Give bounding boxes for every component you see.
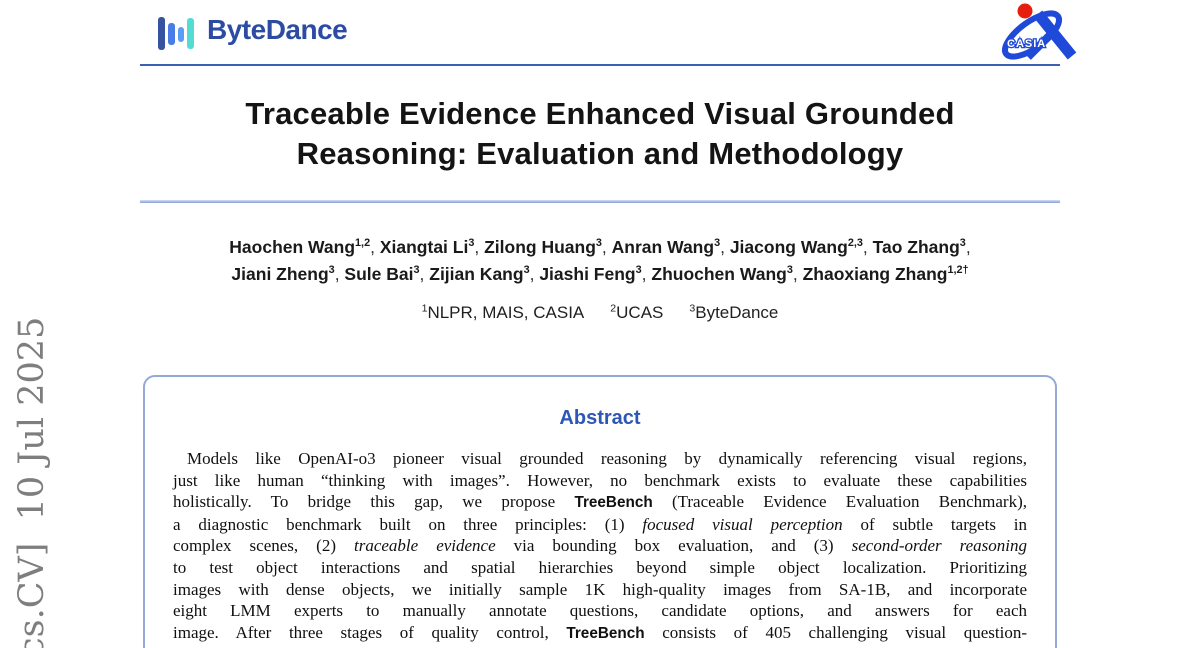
- author: Zhuochen Wang3: [651, 264, 793, 284]
- author: Jiacong Wang2,3: [729, 237, 863, 257]
- abstract-line: to test object interactions and spatial …: [173, 557, 1027, 577]
- arxiv-sidebar-stamp: cs.CV] 10 Jul 2025: [12, 316, 52, 648]
- abstract-box: Abstract Models like OpenAI-o3 pioneer v…: [143, 375, 1057, 648]
- authors-block: Haochen Wang1,2, Xiangtai Li3, Zilong Hu…: [0, 234, 1200, 288]
- title-line-2: Reasoning: Evaluation and Methodology: [296, 136, 904, 171]
- author: Jiashi Feng3: [539, 264, 642, 284]
- casia-logo-text: CASIA: [1007, 38, 1046, 50]
- title-divider: [140, 200, 1060, 203]
- authors-line-2: Jiani Zheng3, Sule Bai3, Zijian Kang3, J…: [231, 264, 969, 284]
- casia-logo: CASIA: [996, 2, 1084, 65]
- page-title: Traceable Evidence Enhanced Visual Groun…: [0, 94, 1200, 174]
- abstract-heading: Abstract: [559, 407, 641, 429]
- author: Sule Bai3: [344, 264, 420, 284]
- affiliation: 2UCAS: [610, 302, 664, 322]
- abstract-line: eight LMM experts to manually annotate q…: [173, 601, 1027, 621]
- author: Xiangtai Li3: [379, 237, 475, 257]
- author: Zijian Kang3: [429, 264, 530, 284]
- affiliations: 1NLPR, MAIS, CASIA 2UCAS 3ByteDance: [0, 303, 1200, 323]
- abstract-text: Models like OpenAI-o3 pioneer visual gro…: [173, 448, 1027, 644]
- author: Tao Zhang3: [872, 237, 966, 257]
- authors-line-1: Haochen Wang1,2, Xiangtai Li3, Zilong Hu…: [229, 237, 971, 257]
- abstract-line: complex scenes, (2) traceable evidence v…: [173, 536, 1027, 556]
- author: Haochen Wang1,2: [229, 237, 371, 257]
- casia-logo-icon: CASIA: [1002, 3, 1077, 60]
- abstract-line: Models like OpenAI-o3 pioneer visual gro…: [187, 449, 1027, 468]
- title-line-1: Traceable Evidence Enhanced Visual Groun…: [245, 96, 955, 131]
- author: Anran Wang3: [611, 237, 721, 257]
- abstract-line: just like human “thinking with images”. …: [173, 470, 1027, 490]
- abstract-line: images with dense objects, we initially …: [173, 579, 1027, 599]
- author: Jiani Zheng3: [231, 264, 335, 284]
- abstract-line: image. After three stages of quality con…: [173, 622, 1027, 642]
- abstract-line: holistically. To bridge this gap, we pro…: [173, 492, 1027, 512]
- abstract-line: a diagnostic benchmark built on three pr…: [173, 514, 1028, 534]
- header-divider: [140, 64, 1060, 66]
- author: Zhaoxiang Zhang1,2†: [802, 264, 969, 284]
- affiliation: 3ByteDance: [689, 302, 779, 322]
- author: Zilong Huang3: [484, 237, 602, 257]
- bytedance-wordmark: ByteDance: [207, 14, 348, 45]
- bytedance-logo-icon: [158, 9, 196, 51]
- affiliation: 1NLPR, MAIS, CASIA: [421, 302, 585, 322]
- bytedance-logo: ByteDance: [158, 9, 348, 51]
